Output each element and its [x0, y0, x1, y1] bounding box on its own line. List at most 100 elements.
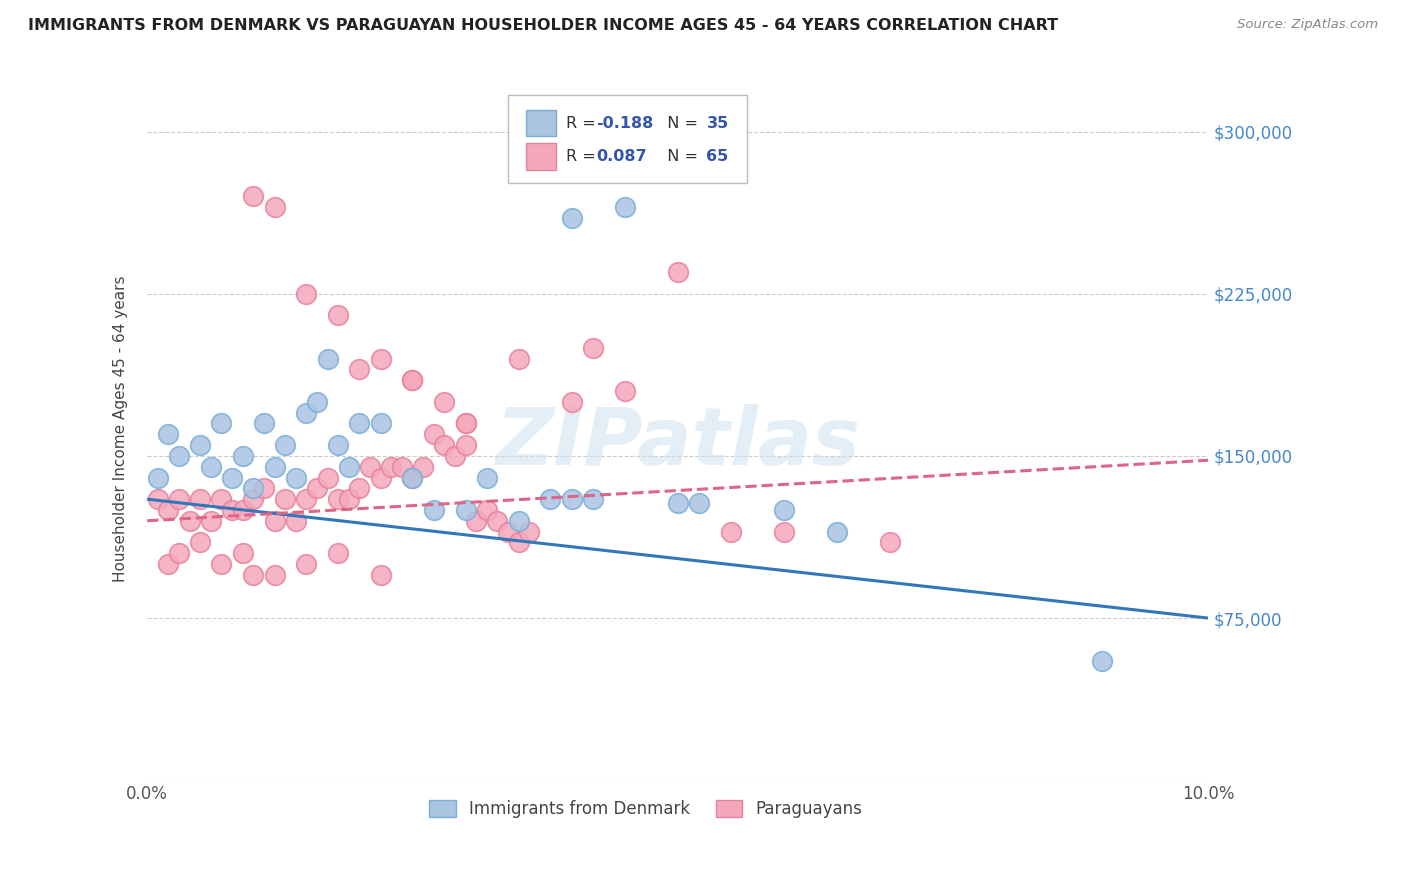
Point: [433, 394, 456, 409]
Point: [242, 189, 264, 203]
Point: [242, 567, 264, 582]
Point: [508, 514, 530, 528]
FancyBboxPatch shape: [526, 110, 555, 136]
Point: [305, 394, 328, 409]
Point: [179, 514, 201, 528]
Text: 0.087: 0.087: [596, 149, 647, 163]
Point: [454, 417, 477, 431]
Point: [295, 492, 318, 507]
Point: [316, 470, 339, 484]
Point: [401, 373, 423, 387]
Text: R =: R =: [567, 116, 602, 130]
Point: [328, 309, 350, 323]
Text: Source: ZipAtlas.com: Source: ZipAtlas.com: [1237, 18, 1378, 31]
Text: N =: N =: [657, 116, 703, 130]
Point: [720, 524, 742, 539]
Point: [517, 524, 540, 539]
Point: [561, 211, 583, 225]
Point: [370, 567, 392, 582]
Point: [295, 557, 318, 571]
Point: [391, 459, 413, 474]
Point: [773, 524, 796, 539]
Point: [666, 496, 689, 510]
Point: [475, 503, 498, 517]
Point: [232, 449, 254, 463]
Text: -0.188: -0.188: [596, 116, 654, 130]
Point: [561, 394, 583, 409]
Point: [157, 427, 180, 442]
Point: [274, 438, 297, 452]
Point: [540, 492, 562, 507]
Point: [401, 373, 423, 387]
Point: [328, 546, 350, 560]
Point: [211, 417, 233, 431]
Point: [221, 470, 243, 484]
Point: [157, 503, 180, 517]
Point: [475, 470, 498, 484]
Point: [688, 496, 710, 510]
Point: [380, 459, 402, 474]
Point: [773, 503, 796, 517]
Point: [444, 449, 467, 463]
Point: [253, 417, 276, 431]
Point: [157, 557, 180, 571]
Text: IMMIGRANTS FROM DENMARK VS PARAGUAYAN HOUSEHOLDER INCOME AGES 45 - 64 YEARS CORR: IMMIGRANTS FROM DENMARK VS PARAGUAYAN HO…: [28, 18, 1059, 33]
Point: [263, 459, 285, 474]
Point: [221, 503, 243, 517]
Point: [349, 362, 371, 376]
Point: [167, 492, 190, 507]
Point: [496, 524, 519, 539]
Point: [1091, 654, 1114, 668]
Point: [263, 200, 285, 214]
Point: [337, 459, 360, 474]
Point: [188, 492, 211, 507]
Point: [433, 438, 456, 452]
Point: [359, 459, 381, 474]
Point: [879, 535, 901, 549]
Point: [305, 481, 328, 495]
Point: [328, 492, 350, 507]
Point: [370, 470, 392, 484]
Point: [666, 265, 689, 279]
Legend: Immigrants from Denmark, Paraguayans: Immigrants from Denmark, Paraguayans: [423, 793, 869, 825]
Point: [454, 438, 477, 452]
Point: [146, 470, 169, 484]
Point: [316, 351, 339, 366]
Point: [613, 200, 636, 214]
Y-axis label: Householder Income Ages 45 - 64 years: Householder Income Ages 45 - 64 years: [114, 276, 128, 582]
Point: [412, 459, 434, 474]
Point: [200, 514, 222, 528]
Point: [295, 286, 318, 301]
Point: [167, 546, 190, 560]
Point: [401, 470, 423, 484]
Point: [370, 351, 392, 366]
Point: [328, 438, 350, 452]
Text: R =: R =: [567, 149, 602, 163]
Point: [188, 535, 211, 549]
Point: [370, 417, 392, 431]
Point: [582, 492, 605, 507]
Point: [349, 481, 371, 495]
Point: [242, 492, 264, 507]
Point: [242, 481, 264, 495]
Point: [486, 514, 509, 528]
Point: [274, 492, 297, 507]
Point: [454, 503, 477, 517]
Point: [211, 492, 233, 507]
Point: [561, 492, 583, 507]
Point: [211, 557, 233, 571]
Point: [232, 503, 254, 517]
Point: [253, 481, 276, 495]
Point: [337, 492, 360, 507]
Point: [200, 459, 222, 474]
Point: [232, 546, 254, 560]
Point: [825, 524, 848, 539]
Point: [284, 514, 307, 528]
Point: [422, 427, 444, 442]
Text: 35: 35: [706, 116, 728, 130]
Text: N =: N =: [657, 149, 703, 163]
Point: [284, 470, 307, 484]
Point: [508, 351, 530, 366]
Point: [263, 514, 285, 528]
Text: ZIPatlas: ZIPatlas: [495, 404, 860, 482]
